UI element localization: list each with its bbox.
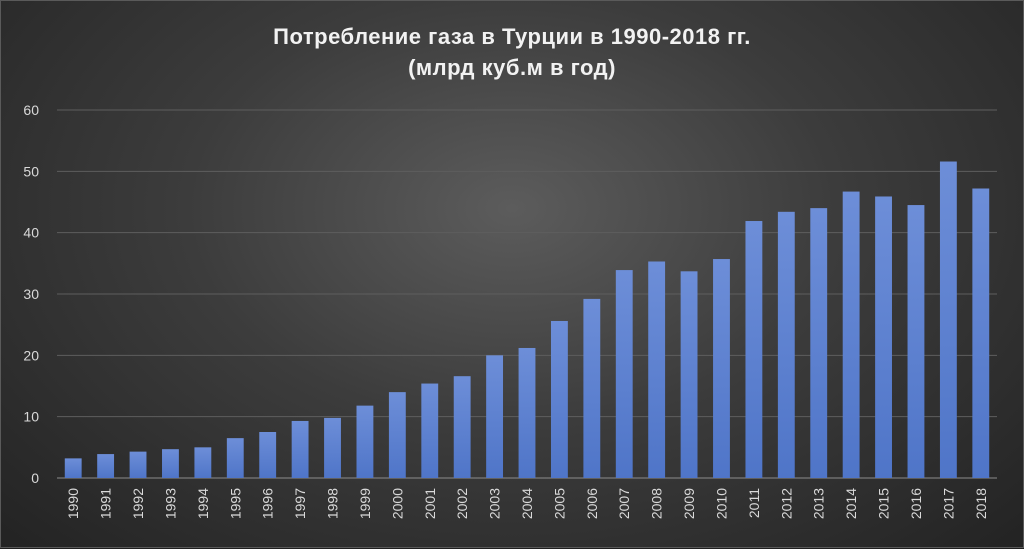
y-tick-label: 0	[31, 470, 39, 486]
bar-1993	[162, 449, 179, 478]
y-tick-label: 10	[23, 409, 39, 425]
x-tick-label: 1990	[65, 488, 81, 519]
y-tick-label: 50	[23, 163, 39, 179]
bar-1990	[64, 458, 82, 478]
chart-title-line: Потребление газа в Турции в 1990-2018 гг…	[273, 24, 751, 49]
x-tick-label: 2013	[811, 488, 827, 519]
bar-2018	[972, 188, 990, 479]
x-tick-label: 2009	[681, 488, 697, 519]
x-tick-label: 2007	[616, 488, 632, 519]
y-tick-label: 60	[23, 102, 39, 118]
chart-subtitle: (млрд куб.м в год)	[408, 55, 616, 80]
x-tick-label: 2008	[649, 488, 665, 519]
bar-1994	[194, 447, 212, 478]
x-tick-label: 1992	[130, 488, 146, 519]
bar-1998	[324, 417, 341, 478]
x-tick-label: 2012	[778, 488, 794, 519]
x-tick-label: 1998	[325, 488, 341, 519]
x-tick-label: 1991	[98, 488, 114, 519]
x-tick-label: 1997	[292, 488, 308, 519]
bar-1996	[259, 432, 277, 478]
bar-2002	[453, 376, 471, 478]
bar-2011	[745, 221, 763, 478]
x-axis-ticks: 1990 1991 1992 1993 1994 1995 1996 1997 1998 1999…	[65, 488, 989, 519]
bar-2004	[518, 347, 536, 478]
bar-1992	[129, 451, 147, 478]
x-tick-label: 2018	[973, 488, 989, 519]
x-tick-label: 2003	[487, 488, 503, 519]
x-tick-label: 2006	[584, 488, 600, 519]
bar-2000	[388, 392, 406, 478]
x-tick-label: 2014	[843, 488, 859, 519]
x-tick-label: 2017	[940, 488, 956, 519]
y-tick-label: 40	[23, 225, 39, 241]
bar-2005	[550, 320, 568, 478]
x-tick-label: 2011	[746, 488, 762, 518]
bar-2007	[615, 270, 633, 478]
x-tick-label: 2005	[551, 488, 567, 519]
bar-2006	[583, 298, 601, 478]
x-tick-label: 2001	[422, 488, 438, 519]
y-tick-label: 20	[23, 347, 39, 363]
bar-2001	[421, 383, 439, 478]
x-tick-label: 2004	[519, 488, 535, 519]
y-tick-label: 30	[23, 286, 39, 302]
bar-2014	[842, 191, 860, 478]
bar-1991	[97, 454, 115, 478]
bar-2010	[713, 259, 730, 478]
bar-1997	[291, 420, 309, 478]
x-tick-label: 2016	[908, 488, 924, 519]
bar-2015	[875, 196, 892, 479]
x-tick-label: 2015	[876, 488, 892, 519]
x-tick-label: 1999	[357, 488, 373, 519]
bars	[64, 161, 990, 479]
x-tick-label: 2010	[713, 488, 729, 519]
bar-2016	[907, 205, 925, 479]
x-tick-label: 2002	[454, 488, 470, 519]
bar-2012	[777, 211, 795, 478]
y-axis-ticks: 0 10 20 30 40 50 60	[23, 102, 39, 486]
x-tick-label: 2000	[389, 488, 405, 519]
bar-2003	[486, 355, 504, 478]
x-tick-label: 1993	[162, 488, 178, 519]
chart-title: Потребление газа в Турции в 1990-2018 гг…	[1, 21, 1023, 83]
bar-2009	[680, 271, 698, 478]
x-tick-label: 1994	[195, 488, 211, 519]
bar-1995	[226, 438, 244, 478]
bar-2017	[939, 161, 957, 478]
x-tick-label: 1995	[227, 488, 243, 519]
bar-1999	[356, 405, 374, 478]
bar-2008	[648, 261, 666, 478]
bar-2013	[810, 208, 828, 478]
x-tick-label: 1996	[260, 488, 276, 519]
